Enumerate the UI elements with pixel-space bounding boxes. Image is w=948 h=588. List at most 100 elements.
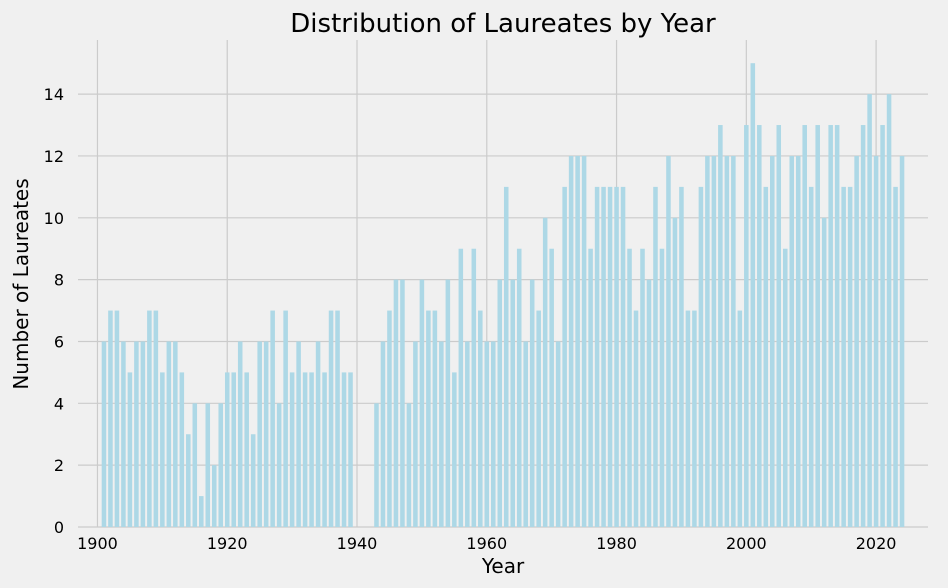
bar [899,155,905,527]
bar [322,372,327,527]
bar [873,155,879,527]
bar [640,248,645,527]
x-axis-title: Year [481,554,525,578]
bar [186,434,191,527]
bar [341,372,347,527]
bar [834,125,840,528]
bar [724,155,730,527]
chart-title: Distribution of Laureates by Year [290,9,716,39]
bar [750,63,756,527]
bar [516,248,522,527]
x-tick-label: 2000 [726,534,767,553]
bar [419,279,425,527]
bar [439,341,444,527]
bar [426,310,431,527]
bar [737,310,743,527]
bar [335,310,340,527]
bar [828,125,833,528]
bar [679,186,684,527]
bar [562,186,567,527]
bar [789,155,795,527]
bar [140,341,146,527]
bar [211,465,217,527]
y-tick-label: 14 [44,85,64,104]
bar [315,341,321,527]
y-tick-label: 4 [54,394,64,413]
bar [802,125,807,528]
bar [127,372,133,527]
bar [199,496,204,527]
bar [627,248,632,527]
bar [744,125,749,528]
bar [218,403,224,527]
bar [452,372,457,527]
bar [205,403,211,527]
bar [711,155,717,527]
bar [121,341,126,527]
bar [484,341,490,527]
bar [659,248,665,527]
bar [231,372,236,527]
bar [581,155,587,527]
bar [224,372,230,527]
bar [757,125,762,528]
bar [465,341,470,527]
bar [594,186,600,527]
bar [270,310,275,527]
y-tick-label: 10 [44,209,64,228]
bar [173,341,178,527]
bar [555,341,561,527]
bar [867,94,872,527]
bar [893,186,898,527]
bar [108,310,113,527]
bar [406,403,412,527]
bar [860,125,866,528]
y-tick-label: 12 [44,147,64,166]
bar [263,341,269,527]
bar [503,186,509,527]
bar [588,248,593,527]
bar [114,310,120,527]
bar [633,310,639,527]
y-tick-label: 8 [54,271,64,290]
y-tick-label: 2 [54,456,64,475]
bar [497,279,503,527]
bar [147,310,152,527]
bar [614,186,619,527]
bar [374,403,379,527]
bar [880,125,885,528]
bar [471,248,477,527]
bar [666,155,671,527]
bar [815,125,820,528]
bar [808,186,814,527]
bar [393,279,399,527]
bar [458,248,464,527]
bar [782,248,788,527]
x-tick-labels: 1900 1920 1940 1960 1980 2000 2020 [77,534,896,553]
bar [847,186,853,527]
y-tick-label: 0 [54,518,64,537]
bar [166,341,172,527]
bar [244,372,249,527]
bar [886,94,892,527]
bar [601,186,606,527]
bars [101,63,905,528]
bar [770,155,775,527]
bar [620,186,626,527]
bar [692,310,697,527]
bar [192,403,198,527]
y-tick-label: 6 [54,332,64,351]
bar [283,310,288,527]
bar [542,217,548,528]
bar [160,372,165,527]
bar [646,279,652,527]
bar [698,186,704,527]
bar [490,341,496,527]
bar [289,372,295,527]
bar [854,155,859,527]
bar [607,186,613,527]
bar [250,434,256,527]
bar [653,186,658,527]
bar [257,341,262,527]
